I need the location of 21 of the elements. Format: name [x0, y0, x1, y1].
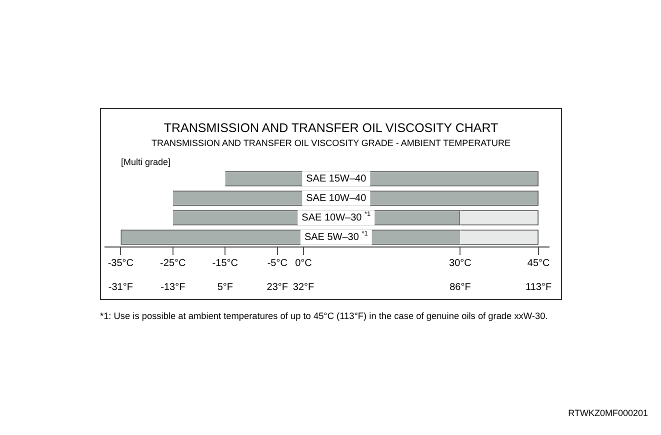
x-tick-label: -25°C: [160, 258, 186, 269]
x2-tick-label: -31°F: [108, 282, 133, 293]
text: RTWKZ0MF000201: [568, 408, 648, 418]
x-tick-label: 45°C: [527, 258, 550, 269]
x2-tick-label: 32°F: [292, 282, 314, 293]
text: [Multi grade]: [121, 157, 172, 167]
x2-tick-label: 113°F: [526, 282, 552, 293]
x2-tick-label: -13°F: [160, 282, 186, 293]
x2-tick-label: 5°F: [217, 282, 233, 293]
y-tick-label: SAE 10W–40: [306, 193, 367, 204]
text: *1: Use is possible at ambient temperatures of up to 45°C (113°F) in the case of genuine oils of grade xxW-30.: [100, 311, 548, 321]
x-tick-label: 0°C: [295, 258, 312, 269]
chart-title: TRANSMISSION AND TRANSFER OIL VISCOSITY CHART: [162, 121, 500, 135]
x-tick-label: -5°C: [267, 258, 288, 269]
x2-tick-label: 86°F: [450, 282, 471, 293]
x2-tick-label: 23°F: [266, 282, 288, 293]
x-tick-label: -15°C: [212, 258, 238, 269]
x-tick-label: 30°C: [449, 258, 472, 269]
x-tick-label: -35°C: [108, 258, 134, 269]
y-tick-label: SAE 15W–40: [306, 174, 367, 184]
chart-subtitle: TRANSMISSION AND TRANSFER OIL VISCOSITY GRADE - AMBIENT TEMPERATURE: [150, 138, 512, 148]
